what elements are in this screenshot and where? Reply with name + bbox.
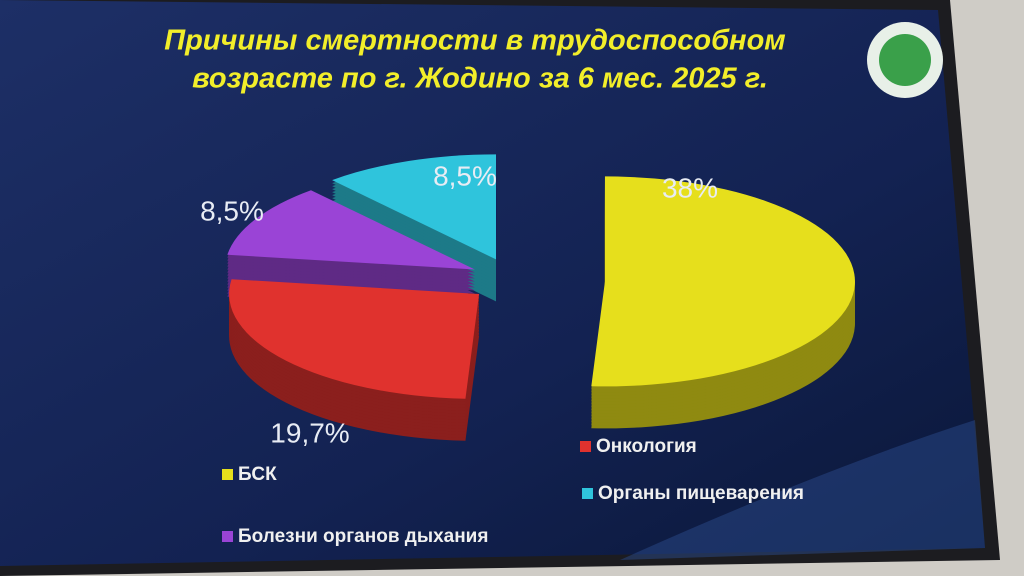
legend-swatch [222, 531, 233, 542]
chart-title: возрасте по г. Жодино за 6 мес. 2025 г. [192, 63, 768, 95]
legend-swatch [222, 469, 233, 480]
chart-title: Причины смертности в трудоспособном [164, 25, 786, 57]
legend-label: Онкология [596, 436, 697, 457]
legend-label: Болезни органов дыхания [238, 526, 488, 547]
data-label: 19,7% [270, 417, 349, 448]
data-label: 8,5% [433, 160, 497, 191]
logo-inner [879, 34, 931, 86]
pie-slice [591, 176, 855, 387]
pie-slice [229, 279, 480, 399]
screen-swoosh [620, 420, 985, 560]
data-label: 8,5% [200, 195, 264, 226]
legend-label: Органы пищеварения [598, 483, 804, 504]
pie-slice [227, 190, 475, 270]
pie-slice [332, 154, 497, 260]
data-label: 38% [662, 172, 718, 203]
legend-swatch [582, 488, 593, 499]
legend-swatch [580, 441, 591, 452]
legend-label: БСК [238, 464, 277, 485]
